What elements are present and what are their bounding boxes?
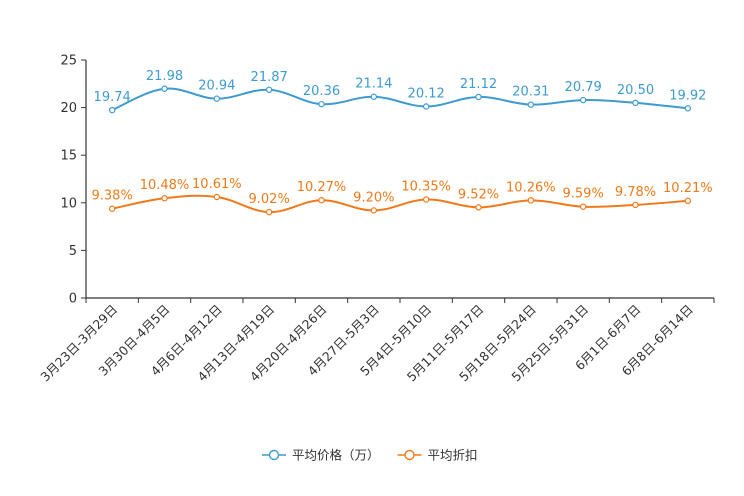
y-tick-label: 15 [60, 149, 77, 164]
data-label: 10.48% [140, 178, 190, 193]
data-label: 9.78% [615, 185, 656, 200]
data-point [370, 93, 378, 100]
data-label: 9.52% [458, 187, 499, 202]
data-point [108, 205, 116, 212]
series-layer: 19.74 21.98 20.94 21.87 20.36 21.14 20.12 21.12… [92, 69, 713, 216]
data-point [318, 197, 325, 204]
data-label: 20.94 [198, 79, 235, 94]
data-point [318, 100, 325, 108]
data-label: 21.14 [355, 77, 392, 92]
data-point [527, 101, 535, 108]
y-tick-label: 10 [60, 196, 77, 211]
data-point [579, 203, 587, 210]
data-label: 20.12 [408, 86, 445, 101]
data-label: 10.26% [506, 180, 556, 195]
data-label: 10.21% [663, 181, 713, 196]
data-label: 20.36 [303, 84, 340, 99]
y-tick-label: 0 [69, 292, 77, 307]
data-label: 10.35% [401, 179, 451, 194]
data-label: 21.98 [146, 69, 183, 84]
y-tick-label: 25 [60, 54, 77, 69]
data-label: 20.31 [512, 85, 549, 100]
data-label: 20.50 [617, 83, 654, 98]
data-point [422, 103, 430, 110]
legend-circle-marker [404, 449, 415, 461]
data-point [684, 197, 692, 205]
series-line [111, 87, 688, 112]
data-label: 10.61% [192, 177, 242, 192]
legend-label: 平均价格（万） [292, 448, 380, 463]
data-point [265, 208, 273, 216]
data-label: 21.87 [251, 70, 288, 85]
legend-circle-marker [268, 449, 280, 461]
legend-item-avg-discount[interactable]: 平均折扣 [397, 448, 478, 463]
data-label: 21.12 [460, 77, 497, 92]
series-avg-price: 19.74 21.98 20.94 21.87 20.36 21.14 20.12 21.12… [94, 69, 706, 114]
data-point [213, 95, 221, 102]
data-point [527, 197, 535, 204]
data-point [475, 93, 482, 101]
data-label: 20.79 [565, 80, 602, 95]
data-label: 19.74 [94, 90, 131, 105]
data-point [632, 99, 639, 107]
data-point [422, 196, 430, 203]
data-label: 9.20% [353, 190, 394, 205]
x-axis: 3月23日-3月29日3月30日-4月5日4月6日-4月12日4月13日-4月1… [37, 297, 715, 384]
y-axis: 0 5 10 15 20 25 [60, 54, 87, 307]
data-point [161, 85, 168, 92]
legend-label: 平均折扣 [428, 448, 478, 463]
data-point [632, 201, 639, 209]
data-label: 19.92 [669, 88, 706, 103]
legend-item-avg-price[interactable]: 平均价格（万） [262, 448, 380, 463]
data-point [161, 195, 168, 202]
data-label: 10.27% [297, 180, 347, 195]
series-avg-discount: 9.38% 10.48% 10.61% 9.02% 10.27% 9.20% 10.35% 9… [92, 177, 713, 216]
y-tick-label: 5 [69, 244, 77, 259]
data-label: 9.02% [249, 192, 290, 207]
data-point [475, 204, 482, 211]
data-point [108, 106, 116, 114]
data-point [213, 193, 221, 201]
data-point [370, 207, 378, 214]
series-line [111, 194, 688, 214]
data-label: 9.59% [563, 187, 604, 202]
data-label: 9.38% [92, 189, 133, 204]
y-tick-label: 20 [60, 101, 77, 116]
data-point [684, 105, 692, 112]
data-point [265, 86, 273, 93]
legend[interactable]: 平均价格（万） 平均折扣 [262, 448, 478, 463]
data-point [579, 96, 587, 104]
